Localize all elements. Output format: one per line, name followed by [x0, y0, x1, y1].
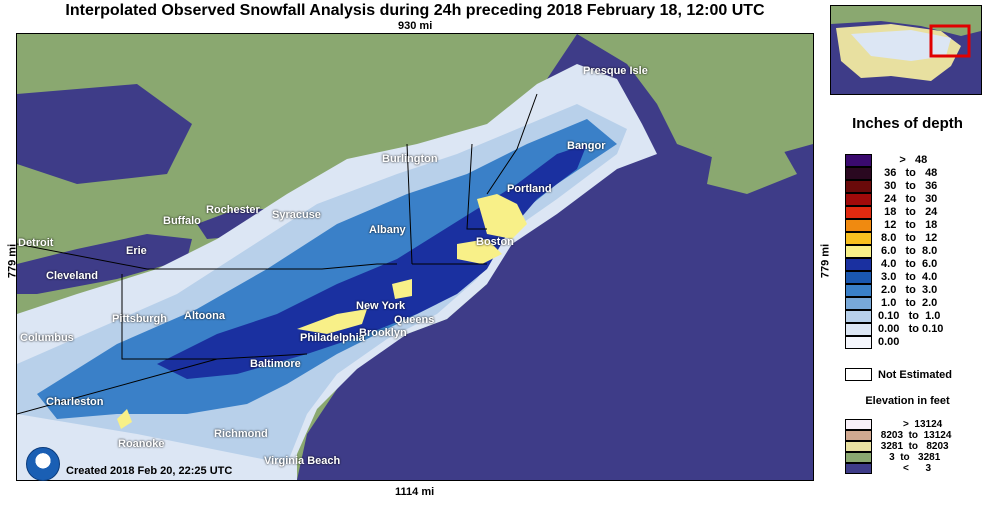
elevation-label: 3 to 3281: [878, 452, 941, 463]
legend-swatch: [845, 205, 872, 219]
snow-4-6: [157, 144, 587, 379]
legend-swatch: [845, 322, 872, 336]
legend-label: 0.00 to 0.10: [878, 323, 944, 335]
created-timestamp: Created 2018 Feb 20, 22:25 UTC: [66, 465, 233, 477]
elevation-swatch: [845, 441, 872, 452]
legend-row: 2.0 to 3.0: [845, 283, 970, 297]
legend-swatch: [845, 192, 872, 206]
not-estimated-row: Not Estimated: [845, 368, 952, 381]
border-pa-md: [121, 274, 308, 360]
legend-swatch: [845, 231, 872, 245]
legend-label: 18 to 24: [878, 206, 938, 218]
legend-swatch: [845, 179, 872, 193]
elevation-row: > 13124: [845, 419, 970, 430]
legend-swatch: [845, 309, 872, 323]
elevation-label: 3281 to 8203: [878, 441, 949, 452]
border-vt-nh: [466, 143, 487, 230]
border-nh-me: [486, 93, 538, 195]
border-oh: [17, 243, 148, 270]
legend-label: 0.10 to 1.0: [878, 310, 941, 322]
elevation-swatch: [845, 452, 872, 463]
legend-label: 36 to 48: [878, 167, 938, 179]
legend-row: 36 to 48: [845, 166, 970, 180]
elevation-row: 8203 to 13124: [845, 430, 970, 441]
legend-row: 4.0 to 6.0: [845, 257, 970, 271]
distance-top: 930 mi: [398, 20, 433, 32]
elevation-swatch: [845, 430, 872, 441]
lake-erie: [17, 234, 192, 294]
legend-label: 3.0 to 4.0: [878, 271, 938, 283]
overview-map[interactable]: [830, 5, 982, 95]
border-ny-pa: [147, 263, 397, 270]
snow-6-8-wv: [117, 409, 132, 429]
legend-label: 12 to 18: [878, 219, 938, 231]
legend-row: > 48: [845, 153, 970, 167]
legend-label: 0.00: [878, 336, 900, 348]
elevation-title: Elevation in feet: [865, 395, 950, 407]
snow-6-8-portland: [477, 194, 527, 239]
border-va-wv: [17, 358, 218, 415]
legend-row: 12 to 18: [845, 218, 970, 232]
legend-swatch: [845, 153, 872, 167]
legend-label: 1.0 to 2.0: [878, 297, 938, 309]
legend-row: 0.00 to 0.10: [845, 322, 970, 336]
border-ny-vt: [406, 143, 413, 265]
legend-title: Inches of depth: [852, 115, 963, 132]
legend-swatch: [845, 244, 872, 258]
legend-swatch: [845, 296, 872, 310]
land-nova-scotia: [707, 129, 797, 194]
legend-label: > 48: [878, 154, 928, 166]
elevation-row: 3281 to 8203: [845, 441, 970, 452]
not-estimated-label: Not Estimated: [878, 368, 952, 381]
elevation-swatch: [845, 463, 872, 474]
noaa-logo-icon: [26, 447, 60, 481]
snow-6-8-nyc: [297, 309, 367, 334]
elevation-label: 8203 to 13124: [878, 430, 952, 441]
snow-6-8-ct: [392, 279, 412, 299]
legend-row: 1.0 to 2.0: [845, 296, 970, 310]
legend-swatch: [845, 166, 872, 180]
legend-row: 0.00: [845, 335, 970, 349]
legend-swatch: [845, 257, 872, 271]
legend-swatch: [845, 270, 872, 284]
legend-label: 6.0 to 8.0: [878, 245, 938, 257]
legend-label: 4.0 to 6.0: [878, 258, 938, 270]
elevation-row: 3 to 3281: [845, 452, 970, 463]
snowfall-map[interactable]: [16, 33, 814, 481]
legend-label: 30 to 36: [878, 180, 938, 192]
legend-swatch: [845, 335, 872, 349]
legend-label: 2.0 to 3.0: [878, 284, 938, 296]
map-svg: [17, 34, 813, 480]
elevation-row: < 3: [845, 463, 970, 474]
legend-label: 24 to 30: [878, 193, 938, 205]
legend-row: 8.0 to 12: [845, 231, 970, 245]
legend-row: 24 to 30: [845, 192, 970, 206]
elevation-label: > 13124: [878, 419, 943, 430]
overview-highlight-box: [929, 24, 971, 58]
legend-label: 8.0 to 12: [878, 232, 938, 244]
legend-swatch: [845, 218, 872, 232]
elevation-label: < 3: [878, 463, 932, 474]
elevation-swatch: [845, 419, 872, 430]
legend-row: 6.0 to 8.0: [845, 244, 970, 258]
lake-huron: [17, 84, 192, 184]
legend-row: 3.0 to 4.0: [845, 270, 970, 284]
legend-swatch: [845, 283, 872, 297]
map-title: Interpolated Observed Snowfall Analysis …: [65, 2, 765, 19]
distance-bottom: 1114 mi: [395, 486, 435, 498]
not-estimated-swatch: [845, 368, 872, 381]
overview-map-svg: [831, 6, 981, 94]
legend-row: 0.10 to 1.0: [845, 309, 970, 323]
legend-row: 18 to 24: [845, 205, 970, 219]
snow-6-8-boston: [457, 239, 502, 264]
legend-row: 30 to 36: [845, 179, 970, 193]
